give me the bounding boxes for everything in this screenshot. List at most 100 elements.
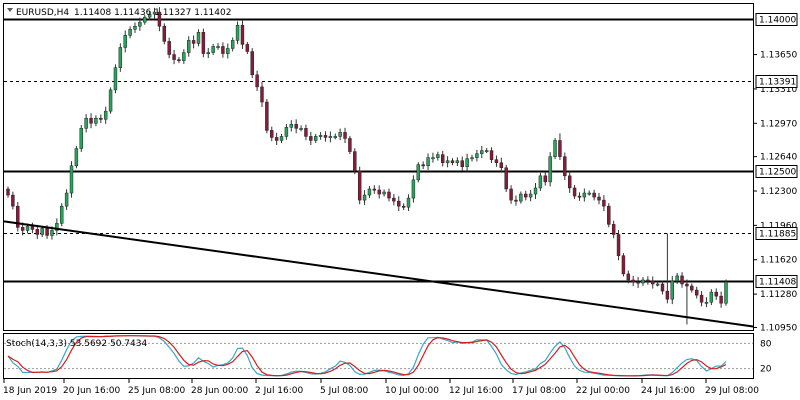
candle — [558, 133, 562, 160]
candle — [11, 191, 15, 210]
time-tick-6: 5 Jul 08:00 — [320, 386, 369, 396]
price-tick-8: 1.11280 — [760, 290, 797, 300]
price-tick-1: 1.13650 — [760, 51, 797, 61]
candle — [709, 289, 714, 306]
candle — [548, 152, 552, 187]
candle — [221, 42, 225, 58]
candle — [304, 124, 308, 141]
stochastic-oscillator: 80 20 — [4, 335, 772, 377]
time-tick-7: 10 Jul 00:00 — [385, 386, 439, 396]
candle — [16, 202, 20, 232]
candle — [460, 156, 464, 171]
level-tag-3: 1.12500 — [755, 165, 798, 178]
candle — [55, 218, 59, 236]
candle — [103, 106, 108, 124]
candle — [567, 170, 572, 193]
osc-level-label: 80 — [760, 339, 772, 349]
candle — [157, 7, 162, 32]
time-tick-9: 17 Jul 08:00 — [512, 386, 566, 396]
candle — [177, 57, 181, 64]
level-tag-text: 1.14000 — [759, 16, 796, 26]
candle — [563, 152, 567, 180]
candle — [646, 276, 650, 285]
candle — [631, 275, 635, 287]
candle — [309, 131, 313, 146]
candle — [187, 36, 191, 57]
candle — [660, 280, 665, 295]
osc-level-label: 20 — [760, 365, 772, 375]
candle — [704, 297, 709, 308]
candle — [592, 189, 596, 201]
candle — [602, 195, 606, 212]
candle — [572, 185, 577, 199]
candle — [445, 156, 450, 168]
candle — [255, 70, 259, 92]
main-chart-frame — [3, 3, 754, 331]
candle — [333, 133, 337, 140]
candle — [89, 113, 93, 129]
candle — [84, 114, 88, 133]
time-tick-8: 12 Jul 16:00 — [449, 386, 503, 396]
candle — [421, 161, 425, 170]
time-tick-2: 20 Jun 16:00 — [63, 386, 120, 396]
candle — [69, 161, 74, 198]
level-tag-1: 1.14000 — [755, 13, 798, 26]
candle — [172, 49, 176, 65]
candle — [528, 189, 533, 202]
candle — [250, 48, 254, 79]
time-tick-1: 18 Jun 2019 — [3, 386, 57, 396]
trendline[interactable] — [3, 220, 754, 328]
candle — [99, 114, 103, 123]
level-tag-text: 1.12500 — [759, 168, 796, 178]
candle — [357, 166, 362, 205]
candle — [480, 146, 484, 159]
candle — [294, 119, 298, 134]
candle — [313, 133, 318, 143]
candle — [123, 30, 127, 53]
candle — [289, 120, 294, 132]
candle — [470, 154, 474, 162]
candle — [133, 22, 137, 34]
candle — [543, 172, 547, 186]
horizontal-levels[interactable] — [4, 18, 753, 283]
candle — [284, 123, 289, 140]
candle — [397, 196, 401, 212]
candle — [118, 43, 123, 72]
candle — [147, 10, 152, 21]
candle — [113, 64, 118, 94]
candle — [235, 21, 240, 45]
candle — [431, 152, 435, 163]
ohlc-values: 1.11408 1.11436 1.11327 1.11402 — [74, 8, 231, 18]
candle — [626, 270, 631, 284]
candle — [484, 148, 489, 154]
candle — [621, 253, 626, 277]
time-tick-12: 29 Jul 08:00 — [705, 386, 759, 396]
symbol-dropdown-icon[interactable] — [7, 8, 13, 12]
candle — [641, 277, 645, 286]
candle — [35, 224, 40, 240]
candle — [382, 189, 386, 197]
time-tick-4: 28 Jun 00:00 — [191, 386, 248, 396]
level-tag-text: 1.11408 — [759, 278, 796, 288]
candle — [353, 148, 357, 175]
time-axis: 18 Jun 2019 20 Jun 16:00 25 Jun 08:00 28 Ju… — [3, 379, 759, 396]
candle — [94, 115, 98, 127]
candle — [611, 220, 616, 239]
candle — [587, 190, 591, 196]
candle — [411, 175, 416, 203]
candle — [392, 193, 396, 206]
candle — [416, 162, 421, 183]
candle — [377, 185, 381, 199]
candle — [138, 17, 142, 31]
level-tag-5: 1.11408 — [755, 275, 798, 288]
candle — [328, 131, 333, 143]
candle — [211, 43, 215, 56]
candle — [690, 283, 694, 293]
candle — [265, 99, 269, 134]
candle — [533, 183, 538, 199]
candle — [440, 150, 445, 167]
candle — [367, 186, 372, 198]
candlesticks — [6, 7, 728, 325]
level-tag-4: 1.11885 — [755, 227, 798, 240]
